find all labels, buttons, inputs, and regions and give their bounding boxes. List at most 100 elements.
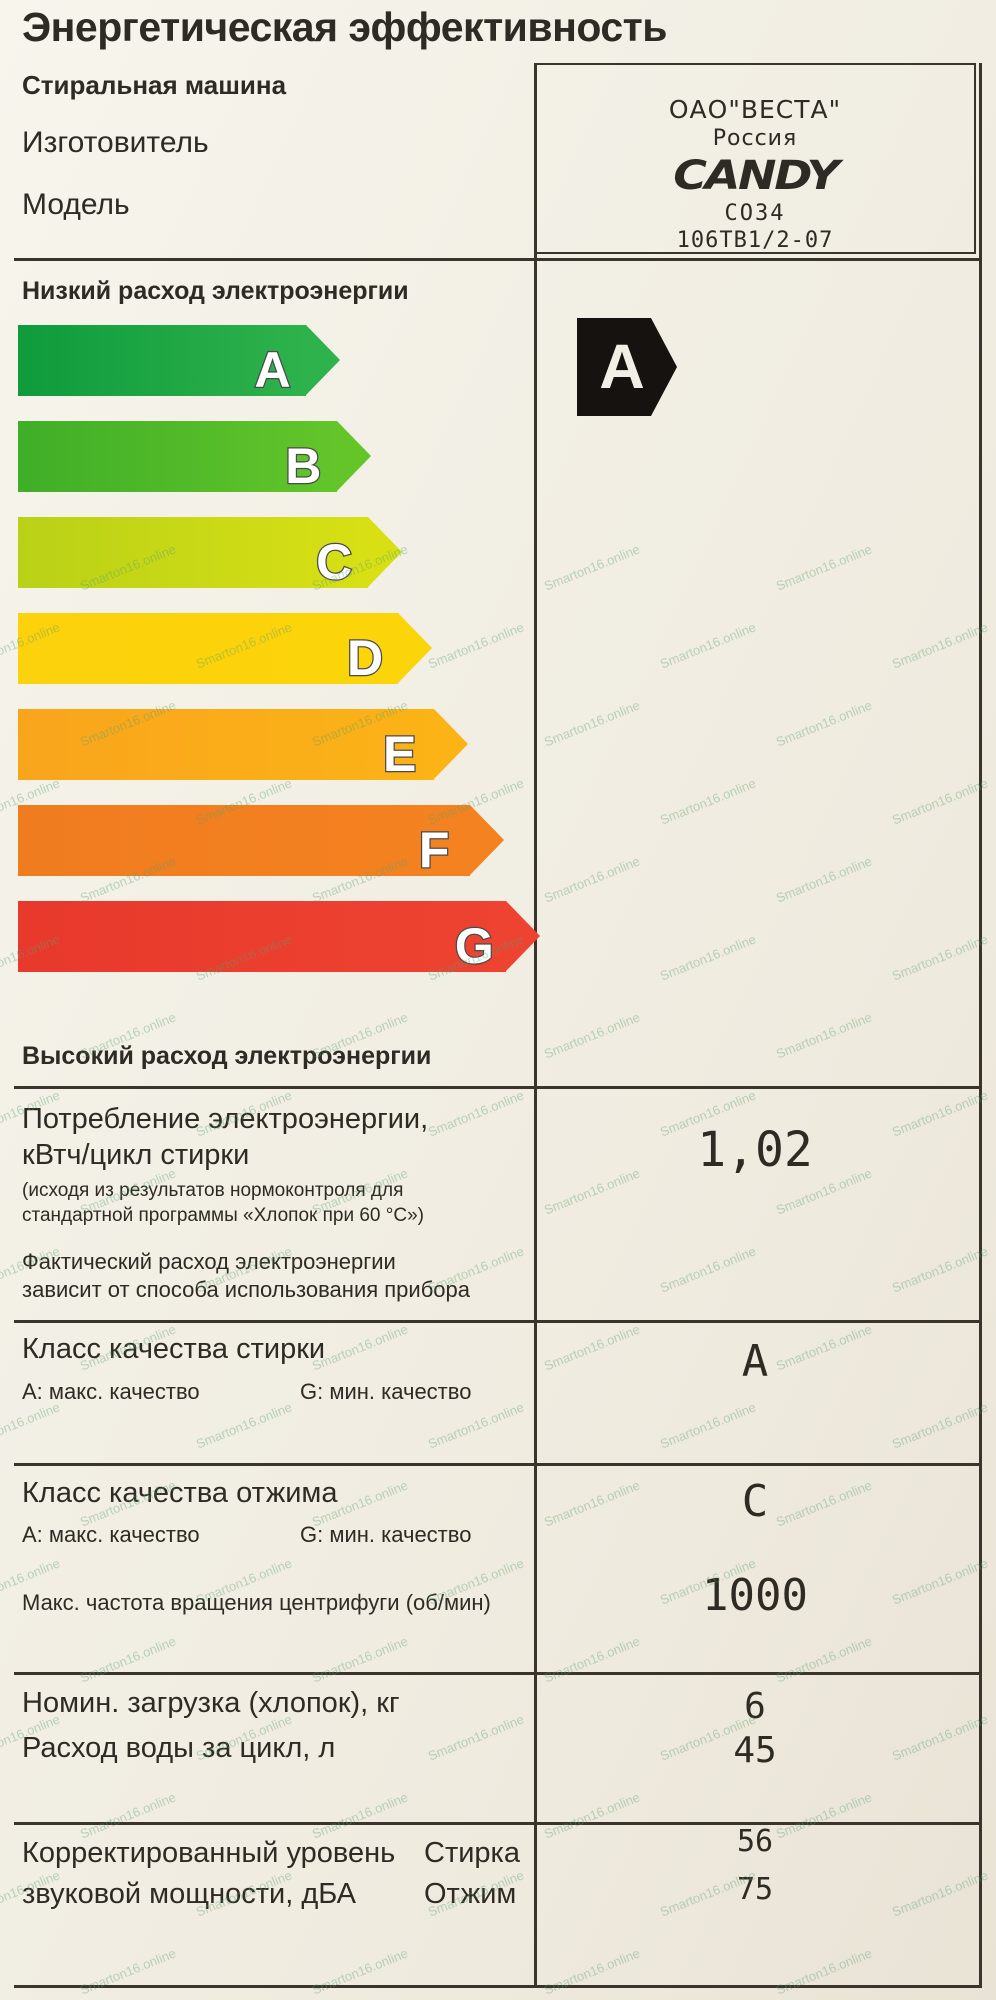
watermark-text: Smarton16.online: [657, 931, 758, 984]
bar-letter-g: G: [454, 916, 495, 975]
energy-bar-d: [18, 613, 433, 684]
watermark-text: Smarton16.online: [309, 1945, 410, 1998]
bar-row-b: B: [18, 421, 532, 510]
watermark-text: Smarton16.online: [541, 541, 642, 594]
watermark-text: Smarton16.online: [309, 1789, 410, 1842]
bar-arrow-tip: [305, 325, 340, 395]
energy-bar-c: [18, 517, 402, 588]
column-divider-right: [979, 63, 982, 1985]
bar-letter-b: B: [284, 436, 323, 495]
bar-row-c: C: [18, 517, 532, 606]
bar-arrow-tip: [434, 709, 469, 779]
load-label: Номин. загрузка (хлопок), кг: [22, 1687, 400, 1719]
watermark-text: Smarton16.online: [541, 1633, 642, 1686]
watermark-text: Smarton16.online: [773, 853, 874, 906]
manufacturer-label: Изготовитель: [22, 126, 209, 159]
watermark-text: Smarton16.online: [889, 931, 990, 984]
bar-arrow-tip: [470, 805, 505, 875]
noise-spin-label: Отжим: [424, 1878, 517, 1910]
bar-letter-a: A: [253, 340, 292, 399]
high-consumption-label: Высокий расход электроэнергии: [22, 1042, 432, 1070]
watermark-text: Smarton16.online: [889, 1399, 990, 1452]
noise-line-2: звуковой мощности, дБА: [22, 1878, 356, 1910]
watermark-text: Smarton16.online: [773, 541, 874, 594]
spin-class-worst: G: мин. качество: [300, 1522, 472, 1547]
bar-row-a: A: [18, 325, 532, 414]
watermark-text: Smarton16.online: [0, 1399, 62, 1452]
bar-row-e: E: [18, 709, 532, 798]
watermark-text: Smarton16.online: [541, 853, 642, 906]
watermark-text: Smarton16.online: [541, 697, 642, 750]
spin-rpm-label: Макс. частота вращения центрифуги (об/ми…: [22, 1590, 491, 1615]
watermark-text: Smarton16.online: [193, 1399, 294, 1452]
divider-consumption: [14, 1320, 982, 1323]
model-label: Модель: [22, 188, 130, 221]
watermark-text: Smarton16.online: [773, 1945, 874, 1998]
bar-fill: [18, 901, 507, 972]
watermark-text: Smarton16.online: [657, 775, 758, 828]
page-title: Энергетическая эффективность: [22, 4, 667, 50]
selected-class-letter: A: [599, 331, 645, 402]
spin-class-value: C: [741, 1476, 769, 1527]
bar-row-g: G: [18, 901, 541, 990]
watermark-text: Smarton16.online: [889, 619, 990, 672]
wash-class-title: Класс качества стирки: [22, 1333, 326, 1365]
divider-wash: [14, 1463, 982, 1466]
bar-arrow-tip: [398, 613, 433, 683]
watermark-text: Smarton16.online: [657, 619, 758, 672]
consumption-value: 1,02: [697, 1122, 813, 1178]
wash-class-value: A: [741, 1336, 769, 1387]
bar-arrow-tip: [336, 421, 371, 491]
watermark-text: Smarton16.online: [657, 1243, 758, 1296]
watermark-text: Smarton16.online: [77, 1633, 178, 1686]
divider-scale: [14, 1086, 982, 1089]
watermark-text: Smarton16.online: [425, 1087, 526, 1140]
noise-wash-value: 56: [736, 1824, 774, 1859]
noise-line-1: Корректированный уровень: [22, 1837, 396, 1869]
bar-fill: [18, 517, 368, 588]
manufacturer-name: ОАО"ВЕСТА": [668, 95, 842, 124]
watermark-text: Smarton16.online: [773, 697, 874, 750]
bar-fill: [18, 805, 471, 876]
noise-wash-label: Стирка: [424, 1837, 521, 1869]
manufacturer-country: Россия: [712, 126, 798, 151]
consumption-line-1: Потребление электроэнергии,: [22, 1103, 429, 1135]
spin-class-title: Класс качества отжима: [22, 1477, 338, 1509]
watermark-text: Smarton16.online: [773, 1009, 874, 1062]
low-consumption-label: Низкий расход электроэнергии: [22, 277, 409, 305]
bar-letter-e: E: [382, 724, 418, 783]
model-code: 106ТВ1/2-07: [676, 228, 834, 253]
energy-bar-e: [18, 709, 469, 780]
model-series: СО34: [724, 201, 786, 226]
energy-bar-g: [18, 901, 541, 972]
divider-spin: [14, 1672, 982, 1675]
water-label: Расход воды за цикл, л: [22, 1732, 336, 1764]
watermark-text: Smarton16.online: [773, 1633, 874, 1686]
watermark-text: Smarton16.online: [309, 1633, 410, 1686]
bar-row-f: F: [18, 805, 532, 894]
watermark-text: Smarton16.online: [657, 1399, 758, 1452]
wash-class-best: A: макс. качество: [22, 1379, 200, 1404]
consumption-note-2: стандартной программы «Хлопок при 60 °С»…: [22, 1205, 424, 1226]
water-value: 45: [733, 1730, 777, 1771]
consumption-line-2: кВтч/цикл стирки: [22, 1139, 250, 1171]
bar-letter-d: D: [346, 628, 385, 687]
energy-bar-f: [18, 805, 505, 876]
selected-energy-class-badge: A: [577, 318, 677, 416]
divider-bottom: [14, 1985, 982, 1988]
watermark-text: Smarton16.online: [77, 1945, 178, 1998]
watermark-text: Smarton16.online: [425, 1399, 526, 1452]
spin-class-best: A: макс. качество: [22, 1522, 200, 1547]
divider-header: [14, 258, 982, 261]
consumption-note-1: (исходя из результатов нормоконтроля для: [22, 1180, 404, 1201]
brand-box: ОАО"ВЕСТА" Россия CANDY СО34 106ТВ1/2-07: [534, 63, 976, 254]
noise-spin-value: 75: [736, 1872, 774, 1907]
bar-fill: [18, 613, 399, 684]
watermark-text: Smarton16.online: [889, 775, 990, 828]
bar-letter-f: F: [418, 820, 451, 879]
consumption-note-4: зависит от способа использования прибора: [22, 1277, 471, 1302]
bar-letter-c: C: [315, 532, 354, 591]
appliance-type: Стиральная машина: [22, 70, 287, 100]
watermark-text: Smarton16.online: [541, 1009, 642, 1062]
